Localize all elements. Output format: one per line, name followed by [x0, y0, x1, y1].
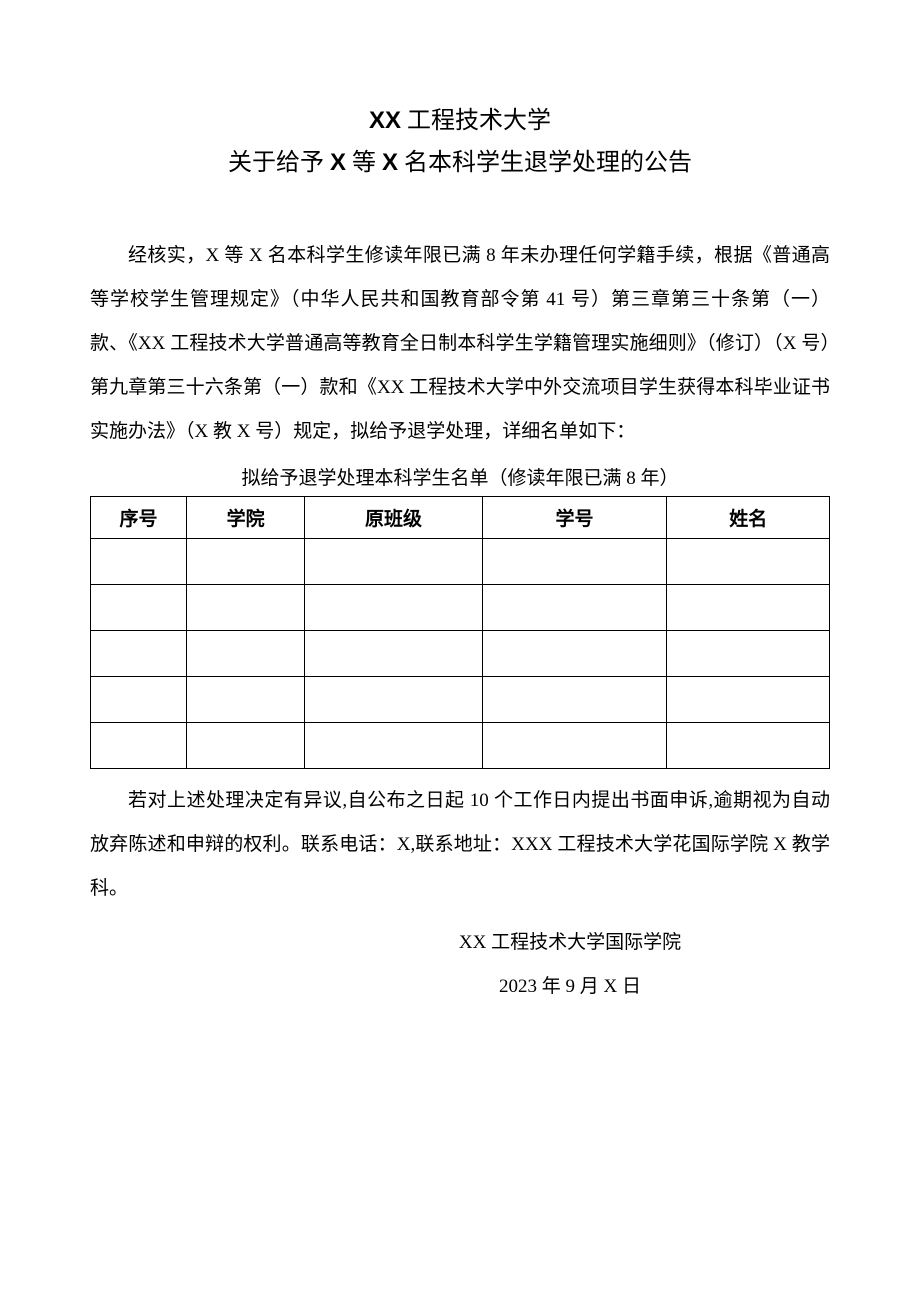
paragraph-1: 经核实，X 等 X 名本科学生修读年限已满 8 年未办理任何学籍手续，根据《普通…: [90, 234, 830, 454]
cell: [667, 631, 830, 677]
title-line2-mid: 等: [346, 150, 382, 176]
cell: [91, 585, 187, 631]
table-body: [91, 539, 830, 769]
cell: [187, 631, 305, 677]
table-header-row: 序号 学院 原班级 学号 姓名: [91, 497, 830, 539]
cell: [305, 677, 482, 723]
cell: [667, 723, 830, 769]
cell: [91, 723, 187, 769]
cell: [667, 539, 830, 585]
th-seq: 序号: [91, 497, 187, 539]
cell: [482, 631, 667, 677]
signature-date: 2023 年 9 月 X 日: [310, 965, 830, 1009]
title-prefix-bold: XX: [369, 107, 401, 134]
table-row: [91, 539, 830, 585]
table-row: [91, 631, 830, 677]
cell: [91, 539, 187, 585]
table-row: [91, 677, 830, 723]
student-table: 序号 学院 原班级 学号 姓名: [90, 496, 830, 769]
table-caption: 拟给予退学处理本科学生名单（修读年限已满 8 年）: [90, 464, 830, 494]
th-name: 姓名: [667, 497, 830, 539]
cell: [91, 631, 187, 677]
cell: [187, 539, 305, 585]
th-studentid: 学号: [482, 497, 667, 539]
cell: [305, 723, 482, 769]
title-line2-suffix: 名本科学生退学处理的公告: [398, 150, 692, 176]
cell: [482, 723, 667, 769]
title-x1: X: [330, 149, 346, 176]
cell: [667, 585, 830, 631]
cell: [187, 723, 305, 769]
cell: [187, 585, 305, 631]
table-row: [91, 723, 830, 769]
title-line1-suffix: 工程技术大学: [401, 108, 551, 134]
cell: [305, 585, 482, 631]
document-title-block: XX 工程技术大学 关于给予 X 等 X 名本科学生退学处理的公告: [90, 100, 830, 184]
title-line2-prefix: 关于给予: [228, 150, 330, 176]
signature-org: XX 工程技术大学国际学院: [310, 921, 830, 965]
cell: [667, 677, 830, 723]
title-x2: X: [382, 149, 398, 176]
th-class: 原班级: [305, 497, 482, 539]
cell: [305, 631, 482, 677]
cell: [187, 677, 305, 723]
title-line-2: 关于给予 X 等 X 名本科学生退学处理的公告: [90, 142, 830, 184]
cell: [305, 539, 482, 585]
paragraph-2: 若对上述处理决定有异议,自公布之日起 10 个工作日内提出书面申诉,逾期视为自动…: [90, 779, 830, 911]
title-line-1: XX 工程技术大学: [90, 100, 830, 142]
th-college: 学院: [187, 497, 305, 539]
cell: [91, 677, 187, 723]
cell: [482, 539, 667, 585]
cell: [482, 677, 667, 723]
table-row: [91, 585, 830, 631]
signature-block: XX 工程技术大学国际学院 2023 年 9 月 X 日: [90, 921, 830, 1009]
cell: [482, 585, 667, 631]
